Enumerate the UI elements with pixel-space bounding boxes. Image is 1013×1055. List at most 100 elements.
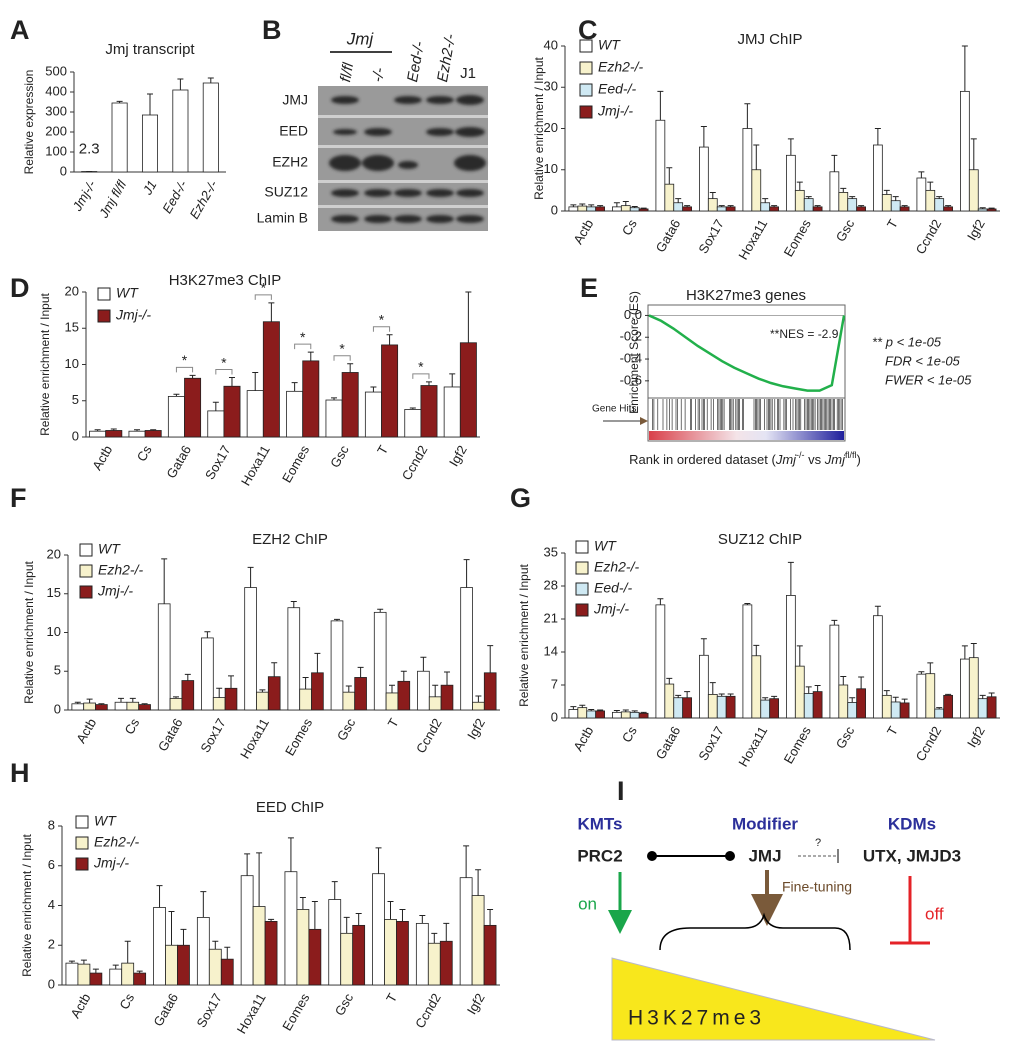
x-tick-label: Ccnd2 <box>413 716 445 756</box>
significance-label: * <box>418 359 424 375</box>
error-bar <box>356 913 362 925</box>
bar <box>978 209 987 211</box>
error-bar <box>710 192 716 198</box>
bar <box>935 709 944 718</box>
bar <box>569 207 578 211</box>
y-tick-label: 500 <box>45 63 67 78</box>
blot-row: EED <box>279 123 308 139</box>
y-tick-label: 200 <box>45 123 67 138</box>
bar <box>882 695 891 718</box>
x-tick-label: Cs <box>619 723 640 745</box>
error-bar <box>303 677 309 689</box>
legend-swatch <box>576 583 588 595</box>
panel-label: D <box>10 273 30 303</box>
bar <box>969 170 978 211</box>
error-bar <box>200 892 206 918</box>
bar <box>416 923 428 985</box>
bar <box>331 621 343 710</box>
error-bar <box>113 965 119 969</box>
chart-title: EED ChIP <box>256 799 324 816</box>
bar <box>786 155 795 211</box>
error-bar <box>849 698 855 703</box>
bar <box>208 411 224 437</box>
bar <box>944 207 953 211</box>
error-bar <box>346 686 352 692</box>
x-tick-label: Eomes <box>279 442 312 485</box>
bar <box>256 692 268 710</box>
error-bar <box>256 853 262 907</box>
bar <box>770 207 779 211</box>
modifier-label: Modifier <box>732 814 798 833</box>
error-bar <box>401 671 407 681</box>
error-bar <box>684 692 690 698</box>
bar <box>309 929 321 985</box>
bar <box>428 943 440 985</box>
x-tick-label: Gsc <box>332 990 357 1018</box>
bar <box>373 874 385 985</box>
error-bar <box>831 155 837 172</box>
blot-column: Ezh2-/- <box>434 33 459 84</box>
bar <box>429 697 441 710</box>
error-bar <box>840 677 846 685</box>
error-bar <box>87 699 93 703</box>
y-axis-label: Relative enrichment / Input <box>22 560 36 703</box>
xlabel-part: Jmj <box>824 452 846 467</box>
x-tick-label: Cs <box>121 715 142 737</box>
y-tick-label: 30 <box>544 79 558 94</box>
significance-bracket <box>216 370 232 375</box>
kdms-label: KDMs <box>888 814 936 833</box>
error-bar <box>831 620 837 625</box>
bar <box>158 604 170 710</box>
legend-label: WT <box>94 813 117 829</box>
error-bar <box>271 663 277 677</box>
x-tick-label: Actb <box>570 217 596 247</box>
panel-label: I <box>617 776 625 806</box>
gsea-xlabel: Rank in ordered dataset (Jmj-/- vs Jmjfl… <box>629 450 861 467</box>
y-tick-label: 28 <box>544 577 558 592</box>
bar <box>398 681 410 710</box>
error-bar <box>212 941 218 949</box>
error-bar <box>701 639 707 656</box>
gsea-stat: FDR < 1e-05 <box>885 353 961 368</box>
bar <box>421 386 437 437</box>
bar <box>484 673 496 710</box>
error-bar <box>229 378 235 387</box>
on-label: on <box>578 894 597 913</box>
x-tick-label: Cs <box>116 990 137 1012</box>
blot-row: EZH2 <box>272 154 308 170</box>
legend-label: WT <box>116 285 139 301</box>
legend-swatch <box>80 586 92 598</box>
error-bar <box>927 182 933 190</box>
bar <box>621 712 630 718</box>
bar <box>786 595 795 718</box>
bar <box>752 170 761 211</box>
bar <box>630 712 639 718</box>
xlabel-part: Rank in ordered dataset ( <box>629 452 776 467</box>
legend-label: Ezh2-/- <box>94 834 139 850</box>
legend-swatch <box>98 310 110 322</box>
bar <box>287 391 303 437</box>
x-tick-label: Gsc <box>334 715 359 743</box>
error-bar <box>125 941 131 963</box>
error-bar <box>744 104 750 129</box>
bar <box>873 145 882 211</box>
error-bar <box>657 599 663 605</box>
error-bar <box>701 126 707 147</box>
y-tick-label: 0 <box>54 701 61 716</box>
error-bar <box>875 606 881 615</box>
legend-swatch <box>580 40 592 52</box>
bar <box>717 207 726 211</box>
bar <box>770 699 779 718</box>
x-tick-label: Actb <box>73 716 99 746</box>
bar <box>303 361 319 437</box>
bar <box>804 199 813 211</box>
y-tick-label: -0.6 <box>620 372 642 387</box>
bar <box>253 906 265 985</box>
bar <box>743 605 752 718</box>
x-tick-label: Hoxa11 <box>234 991 269 1036</box>
bar <box>145 430 161 437</box>
bar <box>665 684 674 718</box>
xlabel-part: ) <box>857 452 861 467</box>
bar <box>960 91 969 211</box>
bar <box>342 372 358 437</box>
